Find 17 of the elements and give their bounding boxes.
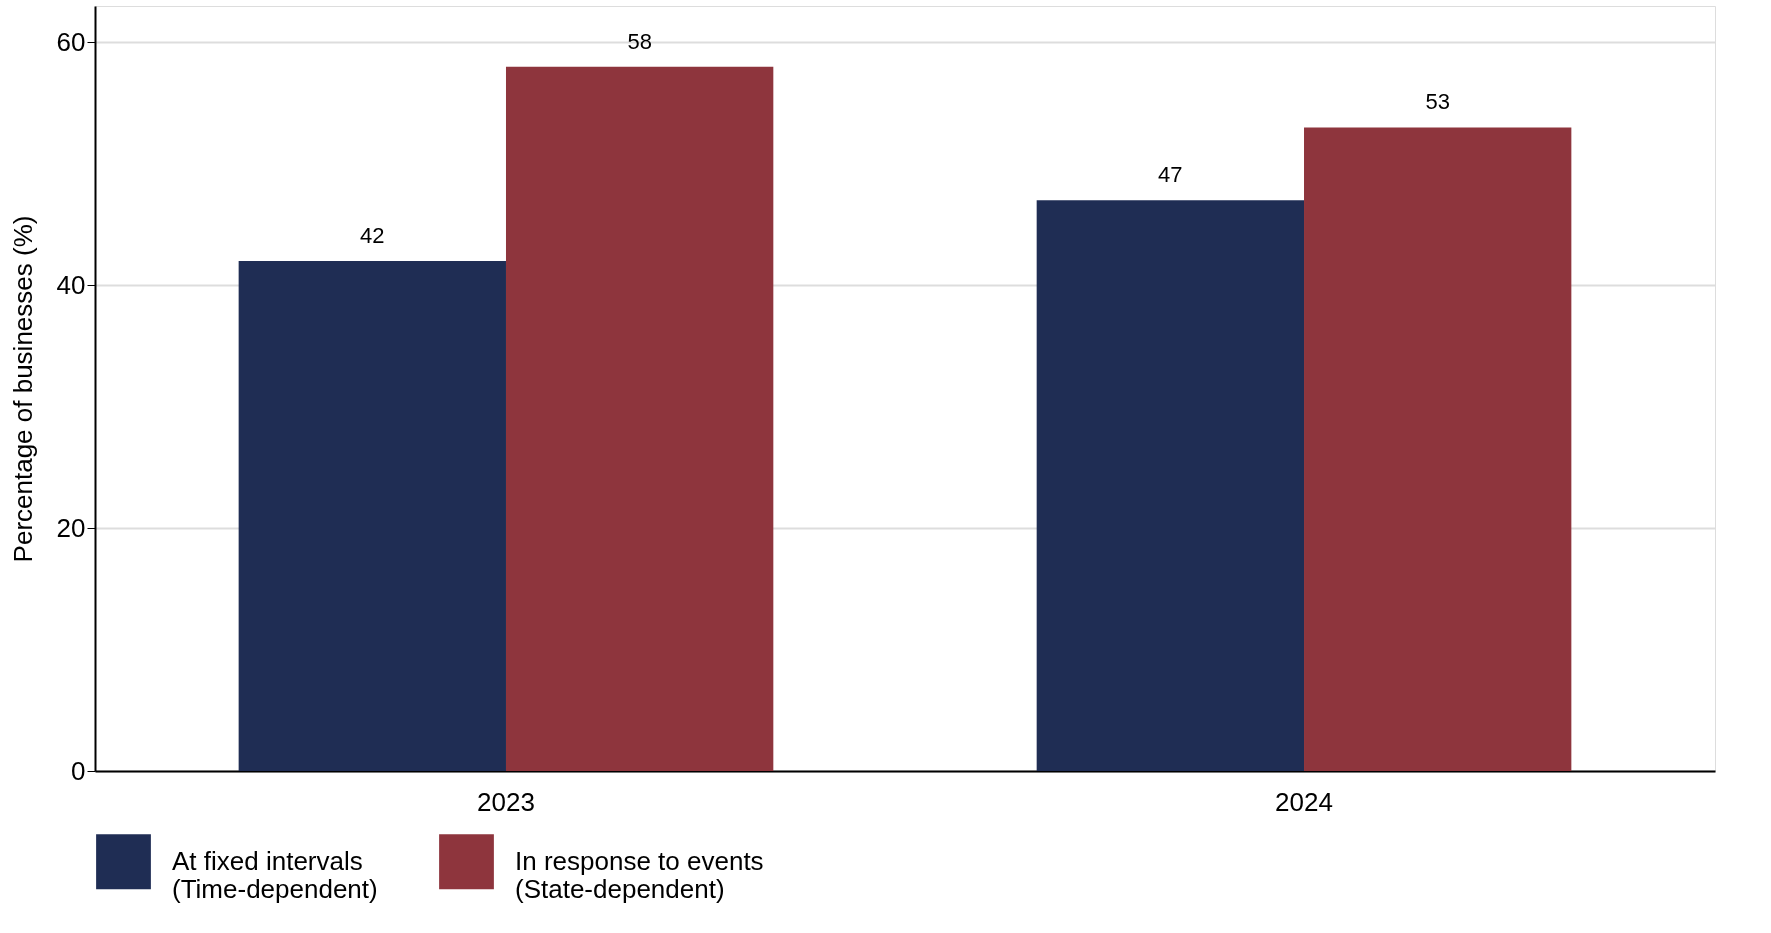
y-tick-label: 40 [56, 269, 86, 300]
y-tick-label: 20 [56, 512, 86, 543]
data-label: 42 [360, 223, 385, 248]
x-tick-label: 2024 [1275, 786, 1333, 817]
data-label: 47 [1158, 162, 1183, 188]
data-label: 53 [1425, 89, 1450, 115]
x-tick-label: 2023 [477, 786, 535, 817]
y-tick-label: 0 [71, 755, 86, 786]
bar [238, 261, 506, 771]
bar [1036, 200, 1305, 771]
legend-label: At fixed intervals (Time-dependent) [172, 845, 378, 904]
bar [1304, 127, 1572, 771]
y-axis-title: Percentage of businesses (%) [7, 215, 38, 563]
bar [505, 66, 774, 771]
data-label: 58 [627, 28, 652, 54]
y-tick-label: 60 [56, 26, 86, 57]
legend-label: In response to events (State-dependent) [515, 845, 764, 904]
